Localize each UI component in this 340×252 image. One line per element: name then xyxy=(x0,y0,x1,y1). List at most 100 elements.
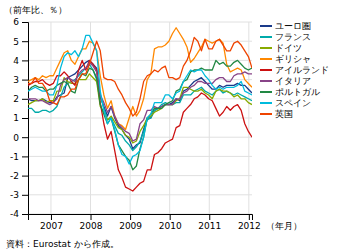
x-tick: 2008 xyxy=(80,214,103,231)
legend-swatch xyxy=(260,113,272,115)
legend-swatch xyxy=(260,58,272,60)
y-tick-mark xyxy=(22,118,28,119)
legend-item: ユーロ圏 xyxy=(260,21,311,31)
legend-swatch xyxy=(260,69,272,71)
x-tick-label: 2009 xyxy=(119,221,142,231)
legend-swatch xyxy=(260,36,272,38)
plot-area: -4 -3 -2 -1 0 1 2 3 4 5 6 2007 2008 2009 2010 2011 2012 （… xyxy=(10,17,329,231)
y-tick-mark xyxy=(22,22,28,23)
y-tick-label: 4 xyxy=(13,56,19,66)
y-axis-line xyxy=(22,23,29,215)
x-tick: 2010 xyxy=(159,214,182,231)
y-tick: -3 xyxy=(10,190,28,200)
legend-label: ユーロ圏 xyxy=(275,21,311,31)
y-tick: 0 xyxy=(13,133,28,143)
series-line xyxy=(28,60,252,169)
y-tick: 2 xyxy=(13,94,28,104)
chart-svg: -4 -3 -2 -1 0 1 2 3 4 5 6 2007 2008 2009 2010 2011 2012 （… xyxy=(0,0,340,252)
y-tick: 3 xyxy=(13,75,28,85)
x-tick-mark xyxy=(51,214,52,220)
y-grid-line xyxy=(28,60,252,61)
y-tick-label: 1 xyxy=(13,113,19,123)
y-tick-mark xyxy=(22,195,28,196)
x-tick-mark xyxy=(209,214,210,220)
y-tick-mark xyxy=(22,156,28,157)
y-grid-line xyxy=(28,194,252,195)
legend-label: ドイツ xyxy=(275,43,302,53)
x-tick-mark xyxy=(170,214,171,220)
y-grid-line xyxy=(28,175,252,176)
legend: ユーロ圏フランスドイツギリシャアイルランドイタリアポルトガルスペイン英国 xyxy=(260,21,329,119)
y-tick-mark xyxy=(22,80,28,81)
y-tick-label: 2 xyxy=(13,94,19,104)
x-tick-mark xyxy=(130,214,131,220)
y-tick: 1 xyxy=(13,113,28,123)
grid xyxy=(28,22,252,214)
legend-item: スペイン xyxy=(260,98,311,108)
legend-label: スペイン xyxy=(275,98,311,108)
y-axis-title: （前年比、％） xyxy=(4,5,67,15)
y-axis: -4 -3 -2 -1 0 1 2 3 4 5 6 xyxy=(10,17,28,219)
x-tick-label: 2011 xyxy=(198,221,221,231)
series-line xyxy=(28,35,252,164)
y-grid-line xyxy=(28,118,252,119)
legend-swatch xyxy=(260,25,272,27)
y-tick-label: -2 xyxy=(10,171,19,181)
y-tick-label: 6 xyxy=(13,17,19,27)
legend-swatch xyxy=(260,47,272,49)
y-tick-mark xyxy=(22,41,28,42)
y-tick: -1 xyxy=(10,152,28,162)
x-tick: 2012 xyxy=(238,214,261,231)
legend-label: 英国 xyxy=(275,109,293,119)
x-grid-line xyxy=(248,22,249,214)
y-tick: 5 xyxy=(13,37,28,47)
series-line xyxy=(28,37,252,116)
y-tick-label: 0 xyxy=(13,133,19,143)
y-tick-mark xyxy=(22,137,28,138)
x-tick: 2009 xyxy=(119,214,142,231)
legend-item: ドイツ xyxy=(260,43,302,53)
y-tick-label: -3 xyxy=(10,190,19,200)
y-tick-mark xyxy=(22,176,28,177)
series-line xyxy=(28,60,252,191)
y-tick-label: 5 xyxy=(13,37,19,47)
x-axis: 2007 2008 2009 2010 2011 2012 xyxy=(29,214,261,231)
legend-item: ギリシャ xyxy=(260,54,311,64)
x-tick: 2007 xyxy=(40,214,63,231)
legend-label: ポルトガル xyxy=(275,87,320,97)
y-tick-mark xyxy=(22,60,28,61)
x-grid-line xyxy=(50,22,51,214)
x-tick-label: 2012 xyxy=(238,221,261,231)
legend-item: アイルランド xyxy=(260,65,329,75)
legend-label: ギリシャ xyxy=(275,54,311,64)
legend-item: 英国 xyxy=(260,109,293,119)
legend-swatch xyxy=(260,80,272,82)
y-grid-line xyxy=(28,41,252,42)
x-tick-label: 2010 xyxy=(159,221,182,231)
y-grid-line xyxy=(28,137,252,138)
legend-item: フランス xyxy=(260,32,311,42)
series-line xyxy=(28,60,252,148)
x-grid-line xyxy=(90,22,91,214)
chart-container: -4 -3 -2 -1 0 1 2 3 4 5 6 2007 2008 2009 2010 2011 2012 （… xyxy=(0,0,340,252)
annotation: 資料：Eurostat から作成。 xyxy=(6,239,119,249)
x-tick-label: 2008 xyxy=(80,221,103,231)
legend-swatch xyxy=(260,91,272,93)
y-grid-line xyxy=(28,156,252,157)
y-grid-line xyxy=(28,79,252,80)
x-axis-title: （年月） xyxy=(266,221,302,231)
y-tick-mark xyxy=(22,214,28,215)
x-tick-mark xyxy=(91,214,92,220)
x-tick: 2011 xyxy=(198,214,221,231)
x-axis-line xyxy=(29,215,253,221)
y-tick: 4 xyxy=(13,56,28,66)
y-tick-mark xyxy=(22,99,28,100)
x-tick-mark xyxy=(249,214,250,220)
y-tick: -4 xyxy=(10,209,28,219)
legend-item: イタリア xyxy=(260,76,311,86)
legend-item: ポルトガル xyxy=(260,87,320,97)
y-tick: 6 xyxy=(13,17,28,27)
y-tick-label: 3 xyxy=(13,75,19,85)
y-tick: -2 xyxy=(10,171,28,181)
y-grid-line xyxy=(28,22,252,23)
